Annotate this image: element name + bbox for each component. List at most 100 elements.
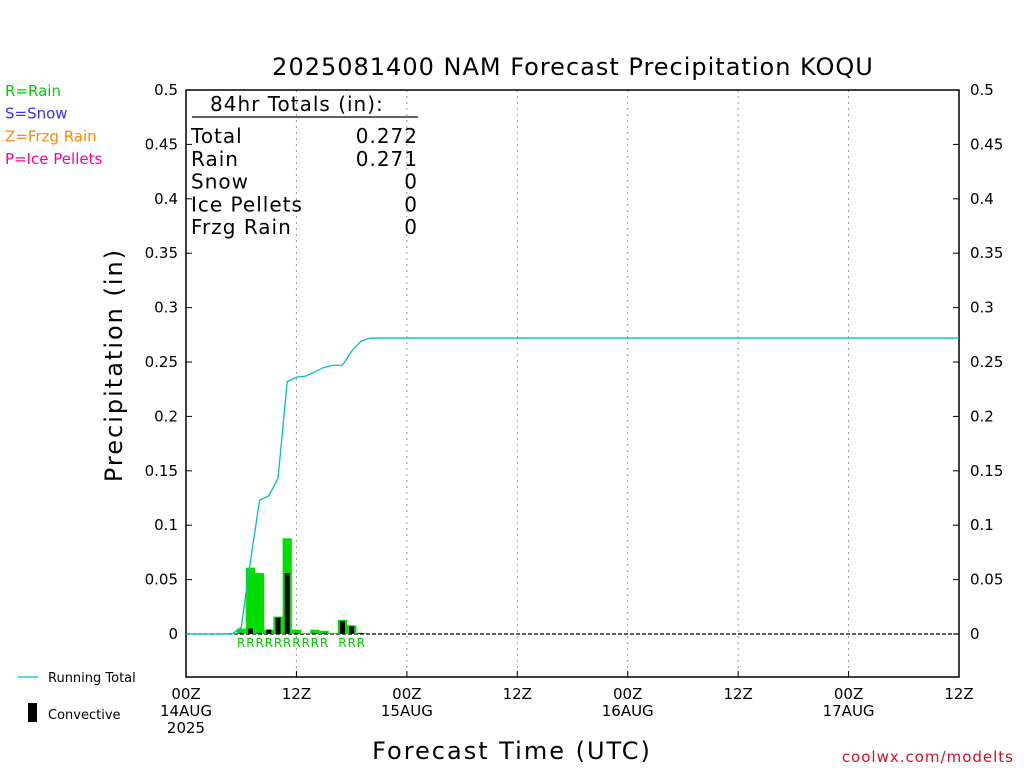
credit-text: coolwx.com/modelts bbox=[842, 748, 1014, 766]
x-tick-label: 15AUG bbox=[381, 702, 433, 720]
totals-row-value: 0.271 bbox=[356, 147, 418, 171]
convective-bar bbox=[266, 629, 272, 634]
convective-bar bbox=[247, 628, 253, 634]
ptype-marker: R bbox=[246, 636, 254, 650]
y-axis-label: Precipitation (in) bbox=[100, 248, 128, 482]
precip-bar bbox=[245, 567, 256, 634]
vertical-grid bbox=[295, 90, 850, 677]
precip-bar bbox=[319, 630, 329, 634]
y-tick-label-right: 0.35 bbox=[970, 244, 1003, 262]
ptype-marker: R bbox=[338, 636, 346, 650]
y-tick-label-right: 0.1 bbox=[970, 516, 994, 534]
precip-bar bbox=[328, 632, 338, 634]
ptype-marker: R bbox=[265, 636, 273, 650]
y-axis-right: 0.5 0.45 0.4 0.35 0.3 0.25 0.2 0.15 0.1 0.05 0 bbox=[953, 81, 1003, 643]
y-tick-label-right: 0.4 bbox=[970, 190, 994, 208]
convective-legend-label: Convective bbox=[48, 708, 121, 723]
ptype-marker: R bbox=[311, 636, 319, 650]
y-tick-label: 0.25 bbox=[145, 353, 178, 371]
y-tick-label-right: 0.3 bbox=[970, 299, 994, 317]
y-tick-label-right: 0.2 bbox=[970, 407, 994, 425]
x-tick-label: 2025 bbox=[167, 719, 205, 737]
precip-bar bbox=[301, 632, 311, 634]
convective-bar bbox=[275, 617, 281, 634]
precip-bar bbox=[255, 573, 265, 634]
y-tick-label-right: 0 bbox=[970, 625, 980, 643]
totals-row-value: 0 bbox=[404, 170, 418, 194]
convective-bar bbox=[293, 632, 299, 634]
x-tick-label: 17AUG bbox=[823, 702, 875, 720]
precip-bar bbox=[310, 629, 320, 634]
chart-title: 2025081400 NAM Forecast Precipitation KO… bbox=[272, 53, 874, 81]
x-tick-label: 00Z bbox=[834, 685, 863, 703]
y-tick-label-right: 0.05 bbox=[970, 571, 1003, 589]
ptype-legend-item: S=Snow bbox=[5, 105, 68, 123]
convective-bar bbox=[358, 632, 364, 634]
x-tick-label: 12Z bbox=[282, 685, 311, 703]
x-tick-label: 00Z bbox=[613, 685, 642, 703]
y-tick-label: 0.45 bbox=[145, 135, 178, 153]
y-tick-label-right: 0.45 bbox=[970, 135, 1003, 153]
ptype-marker: R bbox=[347, 636, 355, 650]
ptype-legend-item: Z=Frzg Rain bbox=[5, 127, 97, 145]
totals-row-label: Snow bbox=[191, 170, 249, 194]
precip-bar bbox=[291, 629, 302, 634]
running-total-line bbox=[186, 337, 959, 635]
convective-bar bbox=[312, 632, 318, 634]
convective-bar bbox=[339, 620, 345, 634]
plot-frame bbox=[185, 89, 960, 678]
y-tick-label-right: 0.25 bbox=[970, 353, 1003, 371]
y-tick-label: 0.05 bbox=[145, 571, 178, 589]
totals-row-value: 0 bbox=[404, 215, 418, 239]
convective-bar bbox=[238, 632, 244, 634]
convective-swatch bbox=[28, 703, 37, 722]
y-tick-label: 0.15 bbox=[145, 462, 178, 480]
x-tick-label: 12Z bbox=[723, 685, 752, 703]
y-axis-left: 0.5 0.45 0.4 0.35 0.3 0.25 0.2 0.15 0.1 0.05 0 bbox=[145, 81, 192, 643]
y-tick-label: 0.4 bbox=[154, 190, 178, 208]
x-tick-label: 00Z bbox=[392, 685, 421, 703]
precip-bar bbox=[236, 628, 246, 634]
y-tick-label: 0.5 bbox=[154, 81, 178, 99]
totals-row-value: 0 bbox=[404, 192, 418, 216]
x-tick-label: 16AUG bbox=[602, 702, 654, 720]
totals-row-value: 0.272 bbox=[356, 124, 418, 148]
ptype-legend: R=Rain S=Snow Z=Frzg Rain P=Ice Pellets bbox=[5, 82, 102, 168]
ptype-marker: R bbox=[292, 636, 300, 650]
ptype-marker: R bbox=[274, 636, 282, 650]
totals-panel: 84hr Totals (in): Total 0.272 Rain 0.271 Sno… bbox=[190, 92, 418, 239]
y-tick-label: 0.1 bbox=[154, 516, 178, 534]
bottom-legend: Running Total Convective bbox=[18, 671, 136, 723]
totals-row-label: Total bbox=[190, 124, 243, 148]
totals-row-label: Frzg Rain bbox=[191, 215, 292, 239]
ptype-marker: R bbox=[237, 636, 245, 650]
ptype-legend-item: P=Ice Pellets bbox=[5, 150, 102, 168]
ptype-marker: R bbox=[301, 636, 309, 650]
totals-row-label: Rain bbox=[191, 147, 239, 171]
totals-heading: 84hr Totals (in): bbox=[210, 92, 384, 116]
ptype-marker: R bbox=[357, 636, 365, 650]
y-tick-label-right: 0.5 bbox=[970, 81, 994, 99]
convective-bar bbox=[349, 626, 355, 634]
convective-bar bbox=[321, 632, 327, 634]
x-tick-label: 14AUG bbox=[160, 702, 212, 720]
convective-bar bbox=[257, 632, 263, 634]
ptype-marker: R bbox=[283, 636, 291, 650]
y-tick-label-right: 0.15 bbox=[970, 462, 1003, 480]
y-tick-label: 0.3 bbox=[154, 299, 178, 317]
y-tick-label: 0.2 bbox=[154, 407, 178, 425]
x-tick-label: 12Z bbox=[503, 685, 532, 703]
x-tick-label: 00Z bbox=[171, 685, 200, 703]
x-axis-label: Forecast Time (UTC) bbox=[372, 737, 652, 765]
running-total-legend-label: Running Total bbox=[48, 671, 136, 686]
totals-row-label: Ice Pellets bbox=[191, 192, 303, 216]
ptype-marker: R bbox=[320, 636, 328, 650]
ptype-marker: R bbox=[255, 636, 263, 650]
convective-bars bbox=[238, 573, 364, 634]
y-tick-label: 0 bbox=[168, 625, 178, 643]
x-tick-label: 12Z bbox=[944, 685, 973, 703]
ptype-legend-item: R=Rain bbox=[5, 82, 61, 100]
